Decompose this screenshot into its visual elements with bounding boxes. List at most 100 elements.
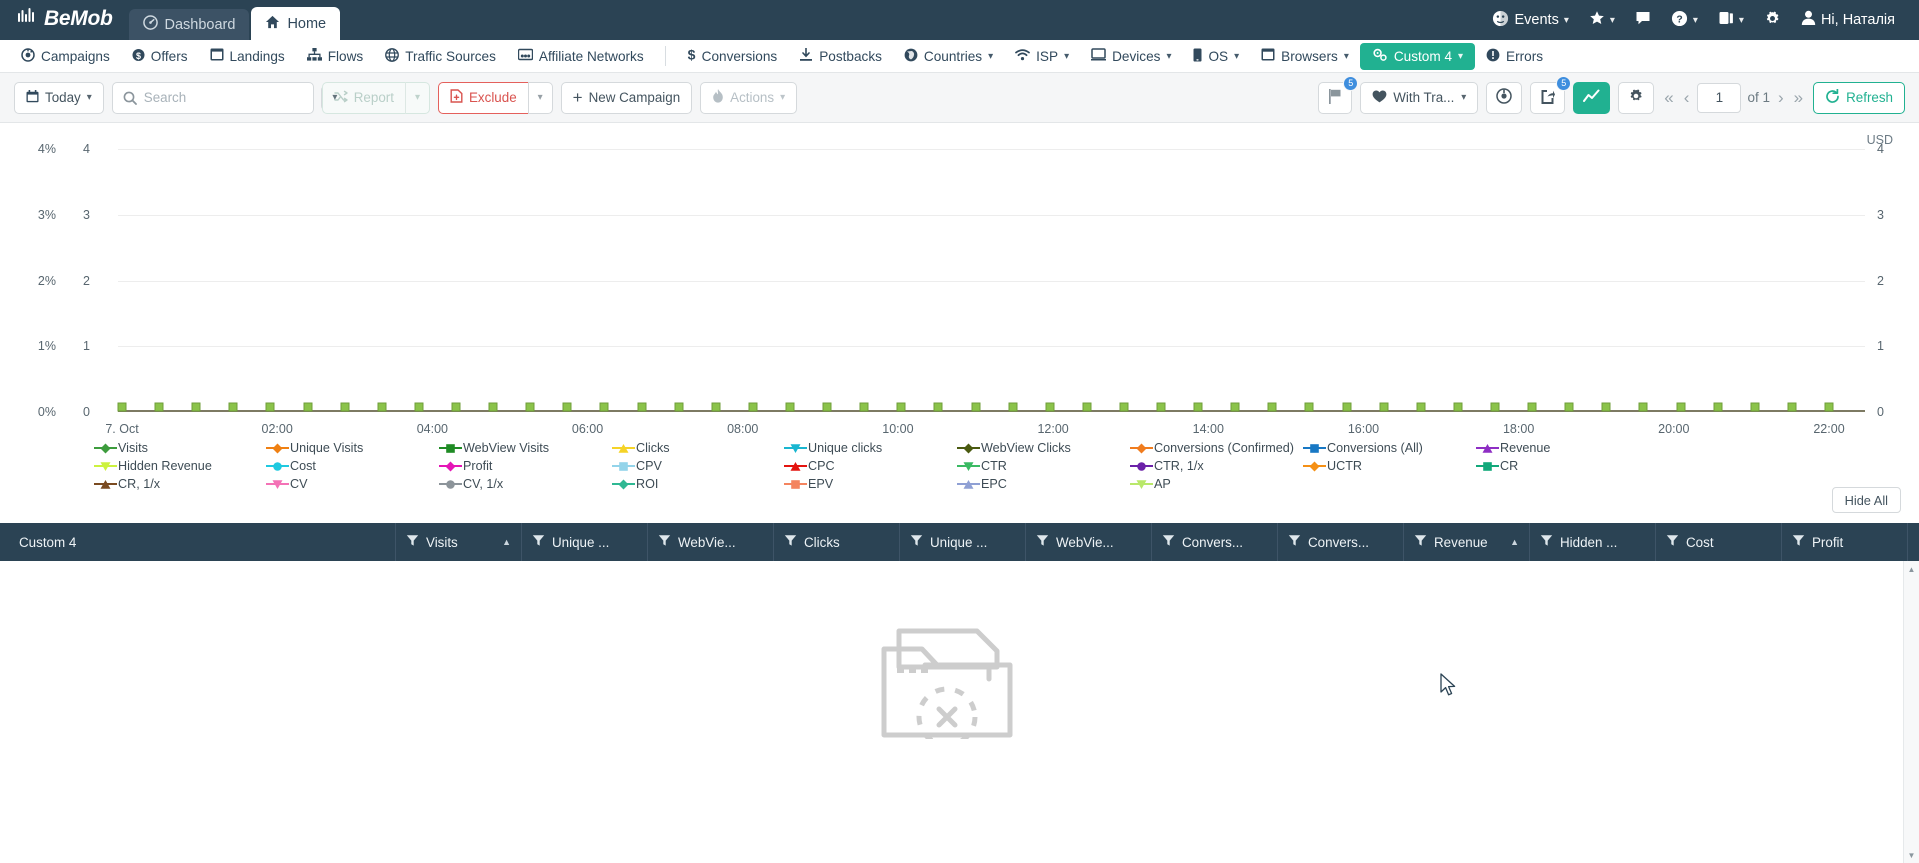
nav-item-devices[interactable]: Devices ▾ bbox=[1080, 44, 1182, 68]
table-column-header[interactable]: Unique ... bbox=[522, 523, 648, 561]
filter-icon[interactable] bbox=[1162, 534, 1175, 550]
filter-icon[interactable] bbox=[1792, 534, 1805, 550]
table-column-header[interactable]: Clicks bbox=[774, 523, 900, 561]
traffic-filter-button[interactable]: With Tra... ▾ bbox=[1360, 81, 1479, 114]
legend-item[interactable]: CPV bbox=[612, 459, 662, 473]
nav-item-custom-4[interactable]: Custom 4 ▾ bbox=[1359, 42, 1476, 70]
top-tab-home[interactable]: Home bbox=[251, 7, 341, 40]
filter-icon[interactable] bbox=[1540, 534, 1553, 550]
legend-item[interactable]: CR bbox=[1476, 459, 1518, 473]
column-settings-button[interactable] bbox=[1618, 81, 1655, 114]
legend-item[interactable]: EPC bbox=[957, 477, 1007, 491]
nav-item-affiliate-networks[interactable]: Affiliate Networks bbox=[507, 44, 655, 68]
legend-item[interactable]: CTR, 1/x bbox=[1130, 459, 1204, 473]
filter-icon[interactable] bbox=[406, 534, 419, 550]
nav-item-traffic-sources[interactable]: Traffic Sources bbox=[374, 44, 507, 69]
top-tab-dashboard[interactable]: Dashboard bbox=[128, 9, 250, 40]
legend-item[interactable]: CV, 1/x bbox=[439, 477, 503, 491]
actions-button[interactable]: Actions ▾ bbox=[700, 81, 798, 114]
prev-page-button[interactable]: ‹ bbox=[1683, 87, 1690, 107]
legend-item[interactable]: Revenue bbox=[1476, 441, 1550, 455]
new-campaign-button[interactable]: + New Campaign bbox=[560, 81, 693, 114]
legend-item[interactable]: Unique Visits bbox=[266, 441, 363, 455]
top-help-menu[interactable]: ? ▾ bbox=[1661, 0, 1708, 40]
legend-item[interactable]: UCTR bbox=[1303, 459, 1362, 473]
hide-all-button[interactable]: Hide All bbox=[1831, 487, 1901, 513]
table-column-header[interactable]: Convers... bbox=[1152, 523, 1278, 561]
nav-item-campaigns[interactable]: Campaigns bbox=[10, 44, 121, 69]
legend-item[interactable]: CTR bbox=[957, 459, 1007, 473]
filter-icon[interactable] bbox=[1036, 534, 1049, 550]
filter-icon[interactable] bbox=[1414, 534, 1427, 550]
table-column-header[interactable]: Unique ... bbox=[900, 523, 1026, 561]
nav-item-isp[interactable]: ISP ▾ bbox=[1004, 45, 1080, 68]
refresh-button[interactable]: Refresh bbox=[1813, 81, 1905, 114]
report-dropdown-button[interactable]: ▾ bbox=[404, 81, 430, 114]
table-column-header[interactable]: Revenue ▲ bbox=[1404, 523, 1530, 561]
legend-item[interactable]: CPC bbox=[784, 459, 835, 473]
nav-item-errors[interactable]: Errors bbox=[1475, 44, 1554, 69]
top-favorites-menu[interactable]: ▾ bbox=[1579, 0, 1625, 40]
table-column-header[interactable]: Visits ▲ bbox=[396, 523, 522, 561]
chart-toggle-button[interactable] bbox=[1573, 81, 1611, 114]
nav-item-os[interactable]: OS ▾ bbox=[1182, 44, 1250, 69]
vertical-scrollbar[interactable]: ▲ ▼ bbox=[1903, 561, 1919, 863]
table-column-header[interactable]: Hidden ... bbox=[1530, 523, 1656, 561]
table-column-header[interactable]: Convers... bbox=[1278, 523, 1404, 561]
nav-item-landings[interactable]: Landings bbox=[199, 44, 296, 68]
top-chat-button[interactable] bbox=[1625, 0, 1661, 40]
exclude-dropdown-button[interactable]: ▾ bbox=[527, 81, 553, 114]
table-column-header[interactable]: Profit bbox=[1782, 523, 1908, 561]
search-box[interactable]: T ▾ bbox=[111, 81, 339, 114]
table-column-header[interactable]: WebVie... bbox=[648, 523, 774, 561]
nav-item-offers[interactable]: $ Offers bbox=[121, 44, 199, 69]
filter-icon[interactable] bbox=[1666, 534, 1679, 550]
scroll-up-icon[interactable]: ▲ bbox=[1907, 564, 1916, 574]
legend-item[interactable]: Profit bbox=[439, 459, 492, 473]
legend-item[interactable]: Clicks bbox=[612, 441, 670, 455]
top-settings-button[interactable] bbox=[1754, 0, 1791, 40]
legend-item[interactable]: ROI bbox=[612, 477, 658, 491]
legend-item[interactable]: WebView Visits bbox=[439, 441, 549, 455]
top-user-menu[interactable]: Hi, Наталія bbox=[1791, 0, 1905, 40]
filter-icon[interactable] bbox=[658, 534, 671, 550]
date-range-button[interactable]: Today ▾ bbox=[14, 81, 104, 114]
nav-item-postbacks[interactable]: Postbacks bbox=[788, 44, 893, 69]
nav-item-conversions[interactable]: $ Conversions bbox=[676, 43, 789, 69]
table-column-header[interactable]: Cost bbox=[1656, 523, 1782, 561]
last-page-button[interactable]: » bbox=[1793, 87, 1804, 107]
table-column-header[interactable]: WebVie... bbox=[1026, 523, 1152, 561]
table-column-header[interactable]: Custom 4 bbox=[0, 523, 396, 561]
nav-item-flows[interactable]: Flows bbox=[296, 44, 375, 68]
legend-item[interactable]: Conversions (All) bbox=[1303, 441, 1423, 455]
top-events-menu[interactable]: Events ▾ bbox=[1482, 0, 1578, 40]
visibility-button[interactable] bbox=[1486, 81, 1523, 114]
sort-ascending-icon[interactable]: ▲ bbox=[1510, 537, 1519, 547]
nav-item-browsers[interactable]: Browsers ▾ bbox=[1250, 44, 1360, 68]
filter-icon[interactable] bbox=[910, 534, 923, 550]
exclude-button[interactable]: Exclude bbox=[438, 81, 528, 114]
brand-logo[interactable]: BeMob bbox=[0, 7, 129, 40]
search-input[interactable] bbox=[143, 90, 321, 105]
legend-item[interactable]: Cost bbox=[266, 459, 316, 473]
legend-item[interactable]: CV bbox=[266, 477, 308, 491]
page-number-input[interactable]: 1 bbox=[1697, 82, 1742, 113]
filter-icon[interactable] bbox=[1288, 534, 1301, 550]
legend-item[interactable]: WebView Clicks bbox=[957, 441, 1071, 455]
scroll-down-icon[interactable]: ▼ bbox=[1907, 850, 1916, 860]
legend-item[interactable]: Conversions (Confirmed) bbox=[1130, 441, 1294, 455]
legend-item[interactable]: AP bbox=[1130, 477, 1171, 491]
next-page-button[interactable]: › bbox=[1777, 87, 1784, 107]
first-page-button[interactable]: « bbox=[1664, 87, 1674, 107]
legend-item[interactable]: Visits bbox=[94, 441, 148, 455]
nav-item-countries[interactable]: Countries ▾ bbox=[893, 44, 1004, 69]
sort-ascending-icon[interactable]: ▲ bbox=[502, 537, 511, 547]
legend-item[interactable]: Hidden Revenue bbox=[94, 459, 212, 473]
top-workspace-menu[interactable]: ▾ bbox=[1708, 0, 1754, 40]
filter-icon[interactable] bbox=[532, 534, 545, 550]
filter-icon[interactable] bbox=[784, 534, 797, 550]
legend-item[interactable]: Unique clicks bbox=[784, 441, 882, 455]
report-button[interactable]: Report bbox=[321, 81, 405, 114]
legend-item[interactable]: EPV bbox=[784, 477, 833, 491]
legend-item[interactable]: CR, 1/x bbox=[94, 477, 160, 491]
